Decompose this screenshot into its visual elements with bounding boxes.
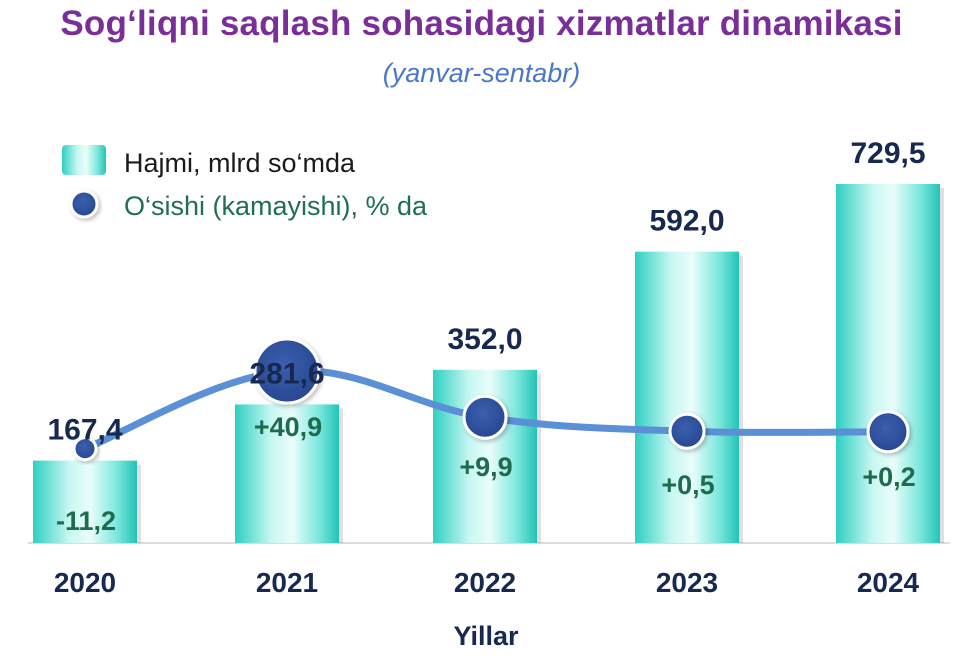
bar-2023 — [635, 251, 739, 544]
bar-value-label: 281,6 — [249, 357, 324, 390]
bar-value-label: 729,5 — [850, 137, 925, 170]
chart-title: Sog‘liqni saqlash sohasidagi xizmatlar d… — [60, 4, 903, 43]
growth-point-2021 — [253, 337, 321, 405]
growth-value-label: +40,9 — [254, 412, 322, 442]
growth-value-label: -11,2 — [56, 506, 116, 536]
bar-value-label: 167,4 — [47, 414, 122, 447]
growth-point-2022 — [462, 394, 508, 440]
bar-value-label: 352,0 — [447, 323, 522, 356]
x-tick-2023: 2023 — [656, 567, 718, 598]
growth-value-label: +9,9 — [459, 452, 512, 482]
chart-subtitle: (yanvar-sentabr) — [382, 58, 581, 88]
line-series — [72, 337, 910, 462]
bar-series — [33, 184, 944, 544]
bar-2021 — [235, 404, 339, 543]
x-tick-2021: 2021 — [256, 567, 318, 598]
x-axis-title: Yillar — [453, 621, 519, 651]
growth-point-2020 — [72, 436, 98, 462]
legend: Hajmi, mlrd so‘mda O‘sishi (kamayishi), … — [62, 145, 428, 221]
legend-line-label: O‘sishi (kamayishi), % da — [124, 191, 428, 221]
data-labels: 167,4 281,6 352,0 592,0 729,5 -11,2 +40,9 +9,9 +… — [47, 137, 925, 536]
growth-value-label: +0,5 — [661, 470, 714, 500]
growth-point-2023 — [668, 412, 706, 450]
legend-bar-label: Hajmi, mlrd so‘mda — [124, 148, 356, 178]
x-tick-2020: 2020 — [54, 567, 116, 598]
growth-value-label: +0,2 — [862, 462, 915, 492]
bar-2024 — [836, 184, 940, 543]
growth-point-2024 — [866, 410, 910, 454]
bar-2020 — [33, 460, 137, 543]
legend-line-swatch — [69, 189, 99, 219]
bar-value-label: 592,0 — [649, 205, 724, 238]
legend-bar-swatch — [62, 145, 106, 175]
x-tick-2024: 2024 — [857, 567, 920, 598]
x-axis-ticks: 2020 2021 2022 2023 2024 — [54, 567, 920, 598]
x-tick-2022: 2022 — [454, 567, 516, 598]
